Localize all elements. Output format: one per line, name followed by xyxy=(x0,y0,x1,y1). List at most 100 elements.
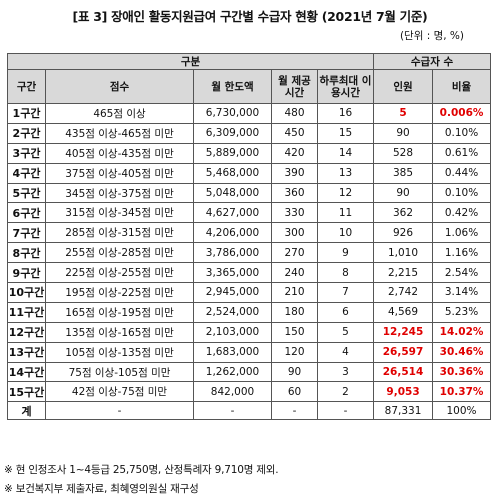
cell-daily-max: 13 xyxy=(316,162,375,184)
cell-limit: 1,683,000 xyxy=(193,341,272,363)
cell-limit: 3,786,000 xyxy=(193,242,272,264)
cell-hours: 120 xyxy=(271,341,318,363)
table-row: 14구간 75점 이상-105점 미만 1,262,000 90 3 26,514 30.3… xyxy=(7,361,492,383)
total-cell-daily-max: - xyxy=(316,401,375,421)
table-row: 10구간 195점 이상-225점 미만 2,945,000 210 7 2,742 3.1… xyxy=(7,282,492,303)
header-people: 인원 xyxy=(373,69,434,104)
cell-limit: 2,103,000 xyxy=(193,321,272,343)
cell-ratio: 0.44% xyxy=(432,162,492,184)
cell-limit: 2,524,000 xyxy=(193,301,272,323)
cell-people: 2,215 xyxy=(373,262,434,284)
cell-ratio: 0.10% xyxy=(432,122,492,144)
header-recipients: 수급자 수 xyxy=(373,53,492,70)
cell-ratio: 0.006% xyxy=(432,103,492,124)
cell-score: 375점 이상-405점 미만 xyxy=(45,162,194,184)
cell-section: 13구간 xyxy=(7,341,46,363)
table-row: 6구간 315점 이상-345점 미만 4,627,000 330 11 362 0.42% xyxy=(7,202,492,224)
cell-section: 15구간 xyxy=(7,381,46,403)
table-row: 3구간 405점 이상-435점 미만 5,889,000 420 14 528 0.61% xyxy=(7,142,492,164)
cell-daily-max: 10 xyxy=(316,222,375,244)
recipients-table: 구분 수급자 수 구간 점수 월 한도액 월 제공 시간 하루최대 이용시간 인… xyxy=(6,53,492,421)
total-cell-ratio: 100% xyxy=(432,401,492,421)
footnote-2: ※ 보건복지부 제출자료, 최혜영의원실 재구성 xyxy=(4,483,199,495)
cell-limit: 4,627,000 xyxy=(193,202,272,224)
cell-hours: 450 xyxy=(271,122,318,144)
cell-hours: 480 xyxy=(271,103,318,124)
cell-score: 135점 이상-165점 미만 xyxy=(45,321,194,343)
cell-limit: 1,262,000 xyxy=(193,361,272,383)
cell-ratio: 0.10% xyxy=(432,182,492,204)
table-row: 12구간 135점 이상-165점 미만 2,103,000 150 5 12,245 14… xyxy=(7,321,492,343)
cell-hours: 330 xyxy=(271,202,318,224)
cell-hours: 360 xyxy=(271,182,318,204)
cell-score: 405점 이상-435점 미만 xyxy=(45,142,194,164)
cell-hours: 240 xyxy=(271,262,318,284)
cell-section: 9구간 xyxy=(7,262,46,284)
cell-section: 11구간 xyxy=(7,301,46,323)
cell-section: 2구간 xyxy=(7,122,46,144)
cell-section: 12구간 xyxy=(7,321,46,343)
cell-limit: 5,889,000 xyxy=(193,142,272,164)
header-score: 점수 xyxy=(45,69,194,104)
header-hours: 월 제공 시간 xyxy=(271,69,318,104)
cell-daily-max: 2 xyxy=(316,381,375,403)
cell-limit: 6,309,000 xyxy=(193,122,272,144)
table-row: 13구간 105점 이상-135점 미만 1,683,000 120 4 26,597 30… xyxy=(7,341,492,363)
cell-people: 385 xyxy=(373,162,434,184)
total-cell-score: - xyxy=(45,401,194,421)
cell-people: 26,597 xyxy=(373,341,434,363)
cell-score: 42점 이상-75점 미만 xyxy=(45,381,194,403)
cell-ratio: 1.06% xyxy=(432,222,492,244)
cell-ratio: 3.14% xyxy=(432,282,492,303)
table-row: 1구간 465점 이상 6,730,000 480 16 5 0.006% xyxy=(7,103,492,124)
cell-section: 6구간 xyxy=(7,202,46,224)
cell-hours: 210 xyxy=(271,282,318,303)
cell-ratio: 14.02% xyxy=(432,321,492,343)
cell-limit: 5,468,000 xyxy=(193,162,272,184)
cell-score: 255점 이상-285점 미만 xyxy=(45,242,194,264)
cell-people: 1,010 xyxy=(373,242,434,264)
cell-people: 90 xyxy=(373,182,434,204)
cell-daily-max: 9 xyxy=(316,242,375,264)
header-ratio: 비율 xyxy=(432,69,492,104)
cell-daily-max: 5 xyxy=(316,321,375,343)
cell-score: 75점 이상-105점 미만 xyxy=(45,361,194,383)
cell-people: 2,742 xyxy=(373,282,434,303)
cell-score: 165점 이상-195점 미만 xyxy=(45,301,194,323)
cell-score: 465점 이상 xyxy=(45,103,194,124)
cell-score: 105점 이상-135점 미만 xyxy=(45,341,194,363)
cell-ratio: 0.42% xyxy=(432,202,492,224)
cell-ratio: 30.36% xyxy=(432,361,492,383)
cell-daily-max: 8 xyxy=(316,262,375,284)
cell-daily-max: 6 xyxy=(316,301,375,323)
header-section: 구간 xyxy=(7,69,46,104)
cell-limit: 842,000 xyxy=(193,381,272,403)
cell-score: 435점 이상-465점 미만 xyxy=(45,122,194,144)
header-daily-max: 하루최대 이용시간 xyxy=(316,69,375,104)
cell-limit: 3,365,000 xyxy=(193,262,272,284)
cell-hours: 390 xyxy=(271,162,318,184)
table-row: 2구간 435점 이상-465점 미만 6,309,000 450 15 90 0.10% xyxy=(7,122,492,144)
cell-ratio: 5.23% xyxy=(432,301,492,323)
unit-note: (단위 : 명, %) xyxy=(399,30,464,42)
cell-daily-max: 12 xyxy=(316,182,375,204)
cell-section: 7구간 xyxy=(7,222,46,244)
cell-section: 4구간 xyxy=(7,162,46,184)
cell-score: 225점 이상-255점 미만 xyxy=(45,262,194,284)
footnote-1: ※ 현 인정조사 1~4등급 25,750명, 산정특례자 9,710명 제외. xyxy=(4,464,279,476)
cell-limit: 4,206,000 xyxy=(193,222,272,244)
cell-section: 14구간 xyxy=(7,361,46,383)
cell-people: 4,569 xyxy=(373,301,434,323)
cell-daily-max: 7 xyxy=(316,282,375,303)
cell-ratio: 2.54% xyxy=(432,262,492,284)
cell-section: 5구간 xyxy=(7,182,46,204)
cell-ratio: 10.37% xyxy=(432,381,492,403)
cell-section: 1구간 xyxy=(7,103,46,124)
cell-people: 926 xyxy=(373,222,434,244)
cell-limit: 6,730,000 xyxy=(193,103,272,124)
cell-people: 90 xyxy=(373,122,434,144)
table-row: 4구간 375점 이상-405점 미만 5,468,000 390 13 385 0.44% xyxy=(7,162,492,184)
header-gubun: 구분 xyxy=(6,53,375,70)
total-row: 계 - - - -87,331 100% xyxy=(7,401,492,421)
